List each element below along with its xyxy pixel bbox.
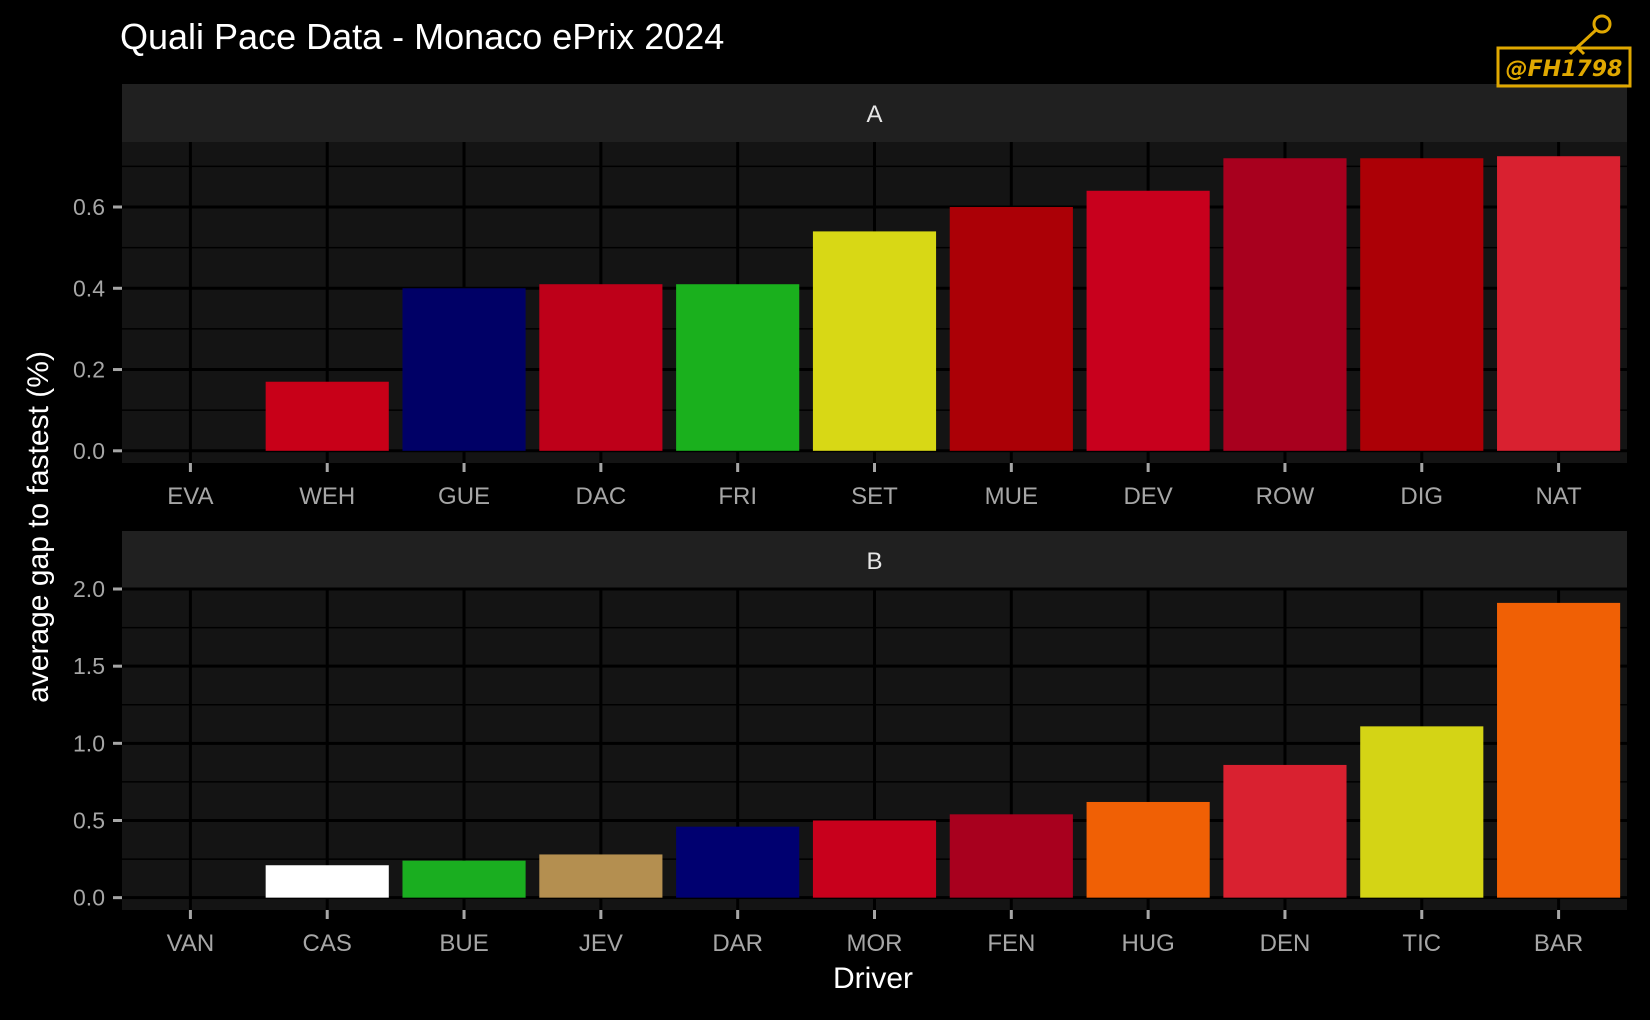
x-tick-label: NAT bbox=[1535, 483, 1582, 510]
y-tick-label: 1.0 bbox=[73, 730, 105, 756]
x-tick-label: BUE bbox=[439, 930, 488, 957]
x-axis-label: Driver bbox=[833, 962, 913, 995]
bar-gue bbox=[402, 288, 526, 451]
x-tick-label: FEN bbox=[987, 930, 1035, 957]
bar-jev bbox=[539, 854, 663, 898]
x-tick-label: HUG bbox=[1121, 930, 1174, 957]
x-tick-label: DAR bbox=[712, 930, 763, 957]
bar-dev bbox=[1086, 190, 1210, 451]
facet-strip bbox=[122, 531, 1627, 589]
x-tick-label: DIG bbox=[1400, 483, 1443, 510]
chart-title: Quali Pace Data - Monaco ePrix 2024 bbox=[120, 16, 725, 57]
bar-bar bbox=[1497, 602, 1621, 898]
x-tick-label: FRI bbox=[718, 483, 757, 510]
bar-cas bbox=[265, 865, 389, 898]
x-tick-label: MUE bbox=[985, 483, 1038, 510]
y-tick-label: 0.5 bbox=[73, 807, 105, 833]
x-tick-label: DAC bbox=[576, 483, 627, 510]
x-tick-label: ROW bbox=[1256, 483, 1315, 510]
bar-set bbox=[812, 231, 937, 451]
bar-dig bbox=[1360, 158, 1484, 451]
x-tick-label: VAN bbox=[167, 930, 215, 957]
facet-label: A bbox=[866, 101, 882, 128]
x-tick-label: GUE bbox=[438, 483, 490, 510]
x-tick-label: DEV bbox=[1123, 483, 1172, 510]
y-tick-label: 0.6 bbox=[73, 194, 105, 220]
x-tick-label: EVA bbox=[167, 483, 213, 510]
watermark-logo: @FH1798 bbox=[1496, 14, 1632, 88]
bar-bue bbox=[402, 860, 526, 898]
bar-tic bbox=[1360, 726, 1484, 898]
x-tick-label: SET bbox=[851, 483, 898, 510]
bar-den bbox=[1223, 764, 1347, 898]
x-tick-label: JEV bbox=[579, 930, 623, 957]
facet-strip bbox=[122, 84, 1627, 142]
x-tick-label: TIC bbox=[1402, 930, 1441, 957]
y-tick-label: 0.0 bbox=[73, 885, 105, 911]
bar-mue bbox=[949, 207, 1073, 451]
bar-row bbox=[1223, 158, 1347, 451]
y-tick-label: 0.2 bbox=[73, 357, 105, 383]
bar-hug bbox=[1086, 801, 1210, 898]
facet-label: B bbox=[866, 548, 882, 575]
x-tick-label: WEH bbox=[299, 483, 355, 510]
x-tick-label: CAS bbox=[303, 930, 352, 957]
y-tick-label: 2.0 bbox=[73, 576, 105, 602]
y-tick-label: 1.5 bbox=[73, 653, 105, 679]
y-tick-label: 0.4 bbox=[73, 275, 105, 301]
x-tick-label: MOR bbox=[847, 930, 903, 957]
bar-fen bbox=[949, 814, 1073, 898]
panel-a: A 0.0 0.2 0.4 0.6 EVA WEH GUE DAC FRI SET MUE DEV ROW… bbox=[73, 84, 1627, 510]
bar-dac bbox=[539, 284, 663, 451]
bar-weh bbox=[265, 381, 389, 451]
bar-dar bbox=[676, 826, 800, 898]
y-axis-label: average gap to fastest (%) bbox=[22, 351, 55, 703]
panel-b: B 0.0 0.5 1.0 1.5 2.0 VAN CAS BUE JEV DAR MOR FEN HUG… bbox=[73, 531, 1627, 957]
bar-mor bbox=[812, 820, 937, 898]
watermark-text: @FH1798 bbox=[1506, 57, 1623, 82]
x-tick-label: BAR bbox=[1534, 930, 1583, 957]
y-tick-label: 0.0 bbox=[73, 438, 105, 464]
chart-panels: A 0.0 0.2 0.4 0.6 EVA WEH GUE DAC FRI SET MUE DEV ROW… bbox=[73, 84, 1627, 957]
bar-nat bbox=[1497, 156, 1621, 451]
bar-fri bbox=[676, 284, 800, 451]
x-tick-label: DEN bbox=[1260, 930, 1311, 957]
